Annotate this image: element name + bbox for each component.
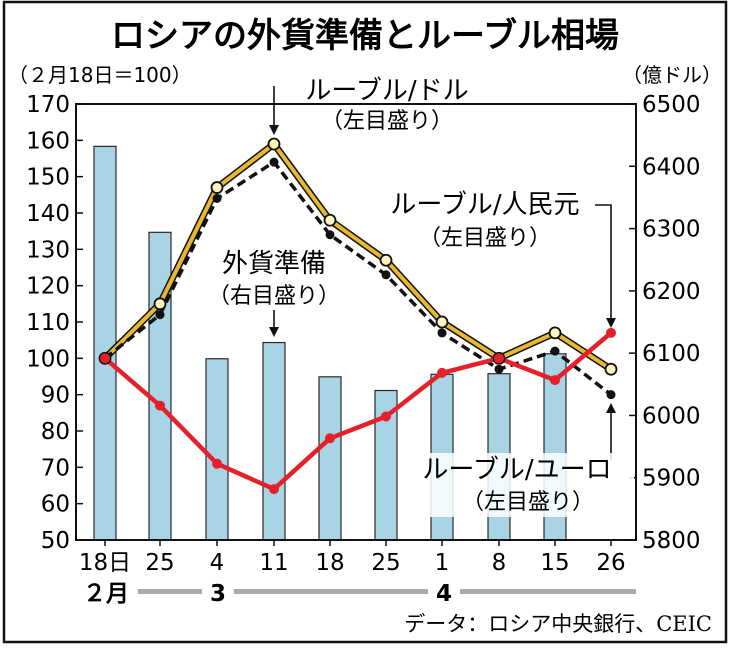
eur-annotation-scale-note: （左目盛り） (462, 490, 594, 515)
cny-point (550, 375, 560, 386)
x-tick-label: 26 (596, 550, 625, 576)
left-tick-label: 110 (26, 310, 70, 336)
x-tick-label: 25 (371, 550, 400, 576)
x-tick-label: 8 (492, 550, 507, 576)
usd-point (323, 213, 337, 227)
cny-leader-head (606, 318, 616, 328)
usd-point (548, 326, 562, 340)
cny-leader (595, 204, 612, 320)
month-bar (460, 589, 636, 594)
cny-annotation-scale-note: （左目盛り） (419, 226, 551, 251)
source-note: データ：ロシア中央銀行、CEIC (404, 612, 712, 636)
right-tick-label: 6400 (642, 154, 701, 180)
left-tick-label: 120 (26, 274, 70, 300)
reserve-bar (205, 358, 229, 541)
cny-point (494, 353, 504, 364)
left-tick-label: 50 (41, 528, 70, 554)
right-tick-label: 6200 (642, 279, 701, 305)
reserve-bar (93, 145, 117, 541)
usd-point (153, 297, 167, 311)
left-tick-label: 170 (26, 92, 70, 118)
month-label: 3 (210, 581, 226, 607)
right-unit-note: （億ドル） (622, 63, 722, 87)
reserve-leader-head (269, 327, 279, 337)
eur-point (437, 328, 447, 338)
x-tick-label: 25 (145, 550, 174, 576)
usd-point (267, 137, 281, 151)
eur-point (269, 157, 279, 167)
month-bar (138, 589, 202, 594)
eur-leader-head (606, 403, 616, 413)
cny-point (269, 484, 279, 495)
cny-line (103, 331, 613, 492)
cny-point (437, 367, 447, 378)
eur-point (381, 270, 391, 280)
cny-point (325, 433, 335, 444)
left-tick-label: 160 (26, 128, 70, 154)
reserve-bar (262, 341, 286, 541)
x-tick-label: 18 (315, 550, 344, 576)
left-tick-label: 70 (41, 455, 70, 481)
x-tick-label: 18日 (79, 550, 131, 576)
usd-annotation-label: ルーブル/ドル (305, 76, 468, 106)
cny-point (100, 353, 110, 364)
month-label: ２月 (83, 581, 129, 607)
cny-point (606, 327, 616, 338)
reserve-annotation-scale-note: （右目盛り） (208, 284, 340, 309)
x-tick-label: 11 (259, 550, 288, 576)
month-label: 4 (436, 581, 452, 607)
left-tick-label: 100 (26, 346, 70, 372)
eur-annotation-label: ルーブル/ユーロ (422, 455, 611, 485)
right-tick-label: 6500 (642, 92, 701, 118)
right-tick-label: 6000 (642, 403, 701, 429)
eur-point (494, 364, 504, 374)
eur-annotation-label-bg (410, 453, 634, 517)
usd-point (435, 315, 449, 329)
x-tick-label: 4 (210, 550, 225, 576)
right-tick-label: 5800 (642, 528, 701, 554)
x-tick-label: 15 (540, 550, 569, 576)
usd-line (103, 142, 613, 371)
usd-point (604, 362, 618, 376)
cny-annotation-label: ルーブル/人民元 (390, 190, 579, 220)
eur-point (212, 193, 222, 203)
eur-point (325, 230, 335, 240)
left-tick-label: 150 (26, 165, 70, 191)
chart-title: ロシアの外貨準備とルーブル相場 (111, 16, 619, 56)
month-bar (234, 589, 428, 594)
left-tick-label: 60 (41, 492, 70, 518)
eur-line (103, 159, 613, 397)
eur-point (550, 346, 560, 356)
right-tick-label: 6100 (642, 341, 701, 367)
eur-point (155, 310, 165, 320)
cny-point (155, 400, 165, 411)
reserve-annotation-label: 外貨準備 (222, 249, 326, 279)
usd-annotation-scale-note: （左目盛り） (321, 109, 453, 134)
usd-point (379, 253, 393, 267)
x-tick-label: 1 (435, 550, 450, 576)
reserve-bar (318, 376, 342, 541)
cny-point (212, 458, 222, 469)
cny-point (381, 411, 391, 422)
usd-point (210, 181, 224, 194)
left-tick-label: 90 (41, 383, 70, 409)
reserve-bar (148, 231, 172, 541)
usd-leader-head (269, 125, 279, 135)
left-unit-note: （２月18日＝100） (8, 63, 192, 87)
right-tick-label: 5900 (642, 466, 701, 492)
left-tick-label: 130 (26, 237, 70, 263)
eur-point (606, 390, 616, 400)
left-tick-label: 140 (26, 201, 70, 227)
left-tick-label: 80 (41, 419, 70, 445)
right-tick-label: 6300 (642, 217, 701, 243)
